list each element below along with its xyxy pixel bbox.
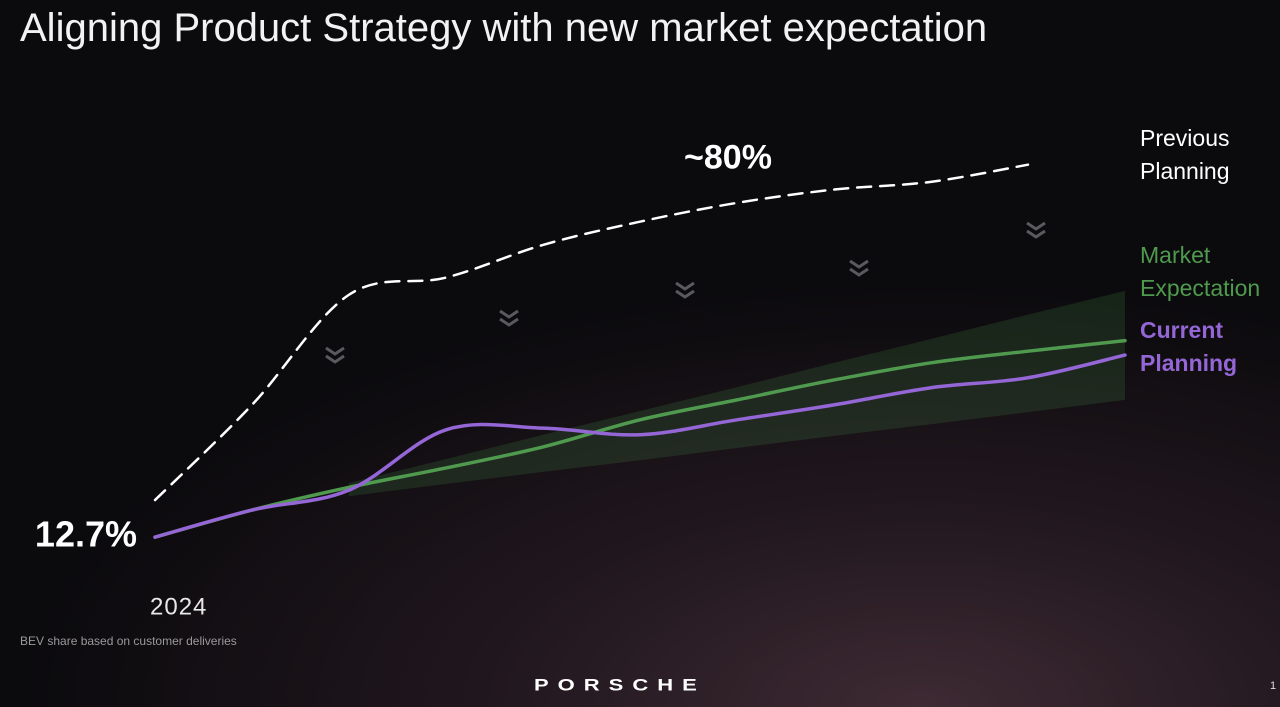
page-number: 1 <box>1270 680 1277 692</box>
series-line <box>153 163 1030 502</box>
series-line <box>153 353 1127 539</box>
legend-entry: Market Expectation <box>1140 242 1261 301</box>
brand-logo: PORSCHE <box>534 675 706 694</box>
range-band <box>349 290 1125 497</box>
data-label: ~80% <box>684 139 772 177</box>
slide-title: Aligning Product Strategy with new marke… <box>20 6 988 50</box>
chevrons <box>325 221 1046 364</box>
legend-entry: Previous Planning <box>1140 125 1230 184</box>
x-tick-label: 2024 <box>150 593 207 620</box>
data-label: 12.7% <box>35 514 137 555</box>
legend-entry: Current Planning <box>1140 317 1238 376</box>
footnote: BEV share based on customer deliveries <box>20 634 237 648</box>
series-line <box>153 338 1127 539</box>
